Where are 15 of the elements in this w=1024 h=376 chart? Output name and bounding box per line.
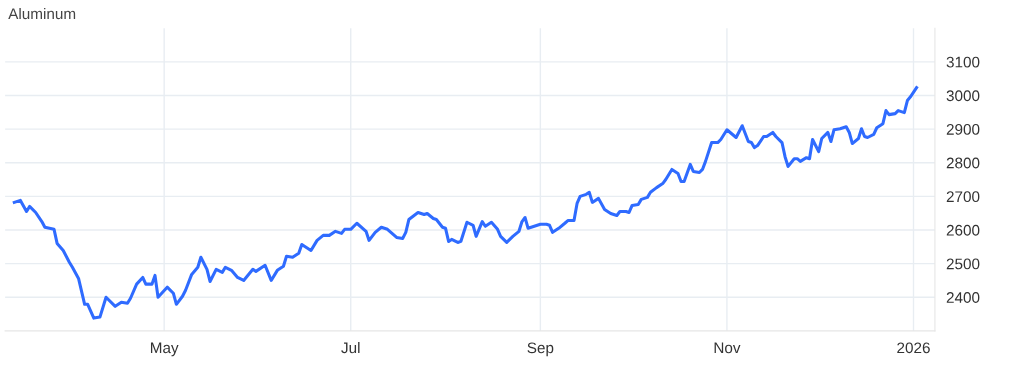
y-tick-label: 2700: [946, 191, 980, 203]
x-tick-label: Nov: [714, 342, 741, 354]
y-tick-label: 2900: [946, 123, 980, 135]
y-tick-label: 2400: [946, 292, 980, 303]
y-tick-label: 3100: [946, 56, 980, 68]
x-tick-label: Jul: [341, 341, 360, 354]
x-tick-label: Sep: [527, 342, 554, 357]
x-tick-label: May: [150, 342, 179, 357]
y-tick-label: 3000: [946, 90, 980, 102]
y-tick-label: 2800: [946, 157, 980, 169]
y-tick-label: 2500: [946, 258, 980, 270]
y-tick-label: 2600: [946, 224, 980, 236]
x-tick-label: 2026: [897, 342, 930, 354]
chart-title: Aluminum: [8, 7, 76, 20]
line-series: [12, 86, 919, 320]
